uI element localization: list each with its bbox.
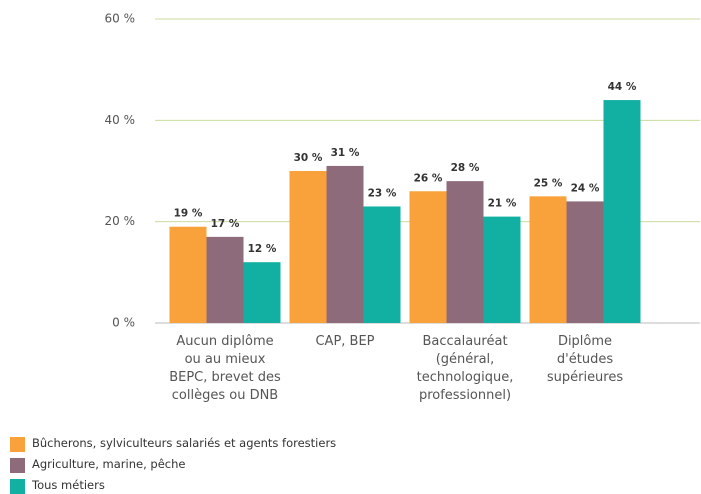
- bar: [169, 226, 207, 323]
- legend-swatch: [10, 479, 25, 494]
- value-label: 26 %: [414, 172, 443, 184]
- bar: [446, 181, 484, 323]
- legend-label: Agriculture, marine, pêche: [32, 457, 186, 471]
- bar: [483, 216, 521, 323]
- value-label: 24 %: [571, 182, 600, 194]
- y-tick-label: 0 %: [112, 316, 135, 330]
- bar: [289, 171, 327, 323]
- x-tick-label: Baccalauréat (général, technologique, pr…: [416, 334, 514, 403]
- bar: [206, 236, 244, 323]
- bar: [603, 100, 641, 323]
- value-label: 44 %: [608, 81, 637, 93]
- y-tick-label: 20 %: [105, 214, 136, 228]
- bar: [243, 262, 281, 323]
- value-label: 25 %: [534, 177, 563, 189]
- y-tick-label: 40 %: [105, 113, 136, 127]
- value-label: 30 %: [294, 152, 323, 164]
- value-label: 19 %: [174, 208, 203, 220]
- legend-swatch: [10, 437, 25, 452]
- value-label: 31 %: [331, 147, 360, 159]
- bar: [529, 196, 567, 323]
- value-label: 23 %: [368, 187, 397, 199]
- value-label: 17 %: [211, 218, 240, 230]
- y-tick-label: 60 %: [105, 12, 136, 26]
- bar: [363, 206, 401, 323]
- x-tick-label: Aucun diplôme ou au mieux BEPC, brevet d…: [169, 334, 281, 403]
- value-label: 28 %: [451, 162, 480, 174]
- x-tick-label: CAP, BEP: [315, 334, 375, 349]
- x-tick-label: Diplôme d'études supérieures: [546, 334, 624, 385]
- bar: [326, 165, 364, 323]
- value-label: 21 %: [488, 198, 517, 210]
- legend-label: Bûcherons, sylviculteurs salariés et age…: [32, 436, 337, 450]
- bar: [566, 201, 604, 323]
- value-label: 12 %: [248, 243, 277, 255]
- legend-label: Tous métiers: [32, 478, 105, 492]
- legend-swatch: [10, 458, 25, 473]
- bar: [409, 191, 447, 323]
